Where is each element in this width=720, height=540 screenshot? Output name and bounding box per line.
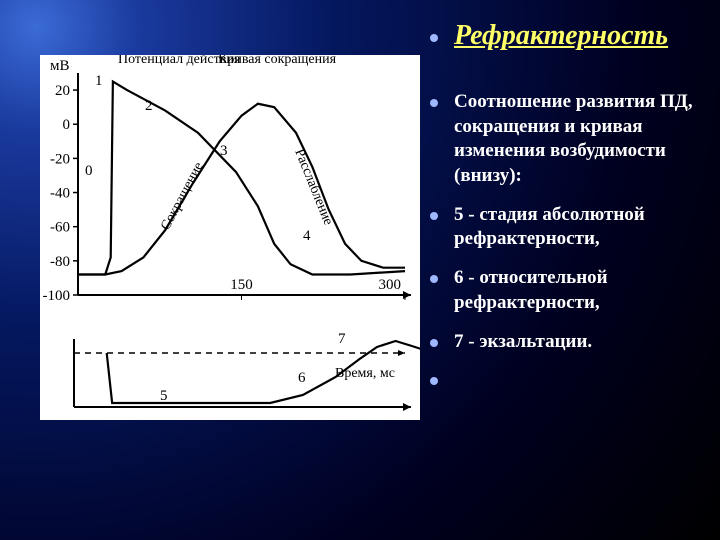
svg-text:2: 2 (145, 98, 153, 114)
svg-text:300: 300 (379, 277, 402, 293)
svg-text:4: 4 (303, 228, 311, 244)
svg-text:-60: -60 (50, 220, 70, 236)
desc-4: 7 - экзальтации. (430, 330, 710, 355)
svg-text:1: 1 (95, 73, 103, 89)
svg-text:5: 5 (160, 388, 168, 404)
desc-1: Соотношение развития ПД, сокращения и кр… (430, 90, 710, 189)
desc-3: 6 - относительной рефрактерности, (430, 266, 710, 315)
svg-text:3: 3 (220, 143, 228, 159)
svg-text:-20: -20 (50, 151, 70, 167)
svg-text:-80: -80 (50, 254, 70, 270)
svg-text:150: 150 (230, 277, 253, 293)
physiology-chart: -100-80-60-40-20020мВ150300Потенциал дей… (40, 55, 420, 420)
svg-text:0: 0 (85, 163, 93, 179)
svg-text:мВ: мВ (50, 58, 70, 74)
slide-title: Рефрактерность (430, 20, 710, 52)
svg-text:Кривая сокращения: Кривая сокращения (218, 55, 337, 67)
text-column: Рефрактерность Соотношение развития ПД, … (430, 20, 710, 368)
desc-2: 5 - стадия абсолютной рефрактерности, (430, 203, 710, 252)
svg-text:20: 20 (55, 83, 70, 99)
svg-text:7: 7 (338, 331, 346, 347)
svg-text:Сокращение: Сокращение (158, 160, 206, 233)
svg-text:-100: -100 (43, 288, 71, 304)
svg-text:Расслабление: Расслабление (291, 147, 335, 228)
svg-text:0: 0 (63, 117, 71, 133)
svg-text:6: 6 (298, 370, 306, 386)
svg-text:-40: -40 (50, 186, 70, 202)
svg-text:Время, мс: Время, мс (335, 366, 395, 381)
